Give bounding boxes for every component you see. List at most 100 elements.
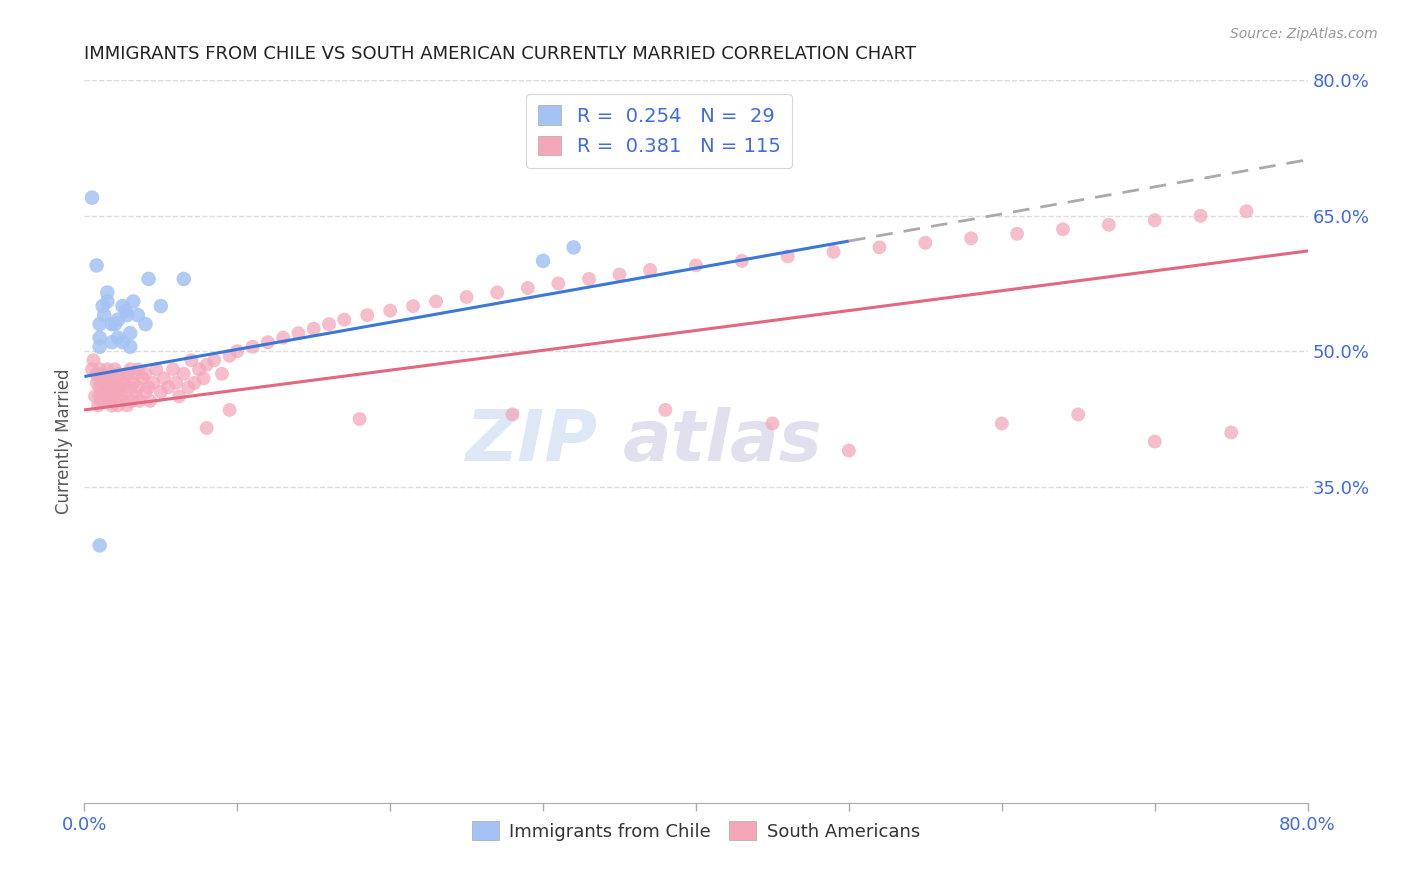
Point [91, 376, 114, 390]
Point [104, 380, 127, 394]
Point [120, 362, 142, 376]
Point [173, 367, 195, 381]
Point [211, 367, 233, 381]
Point [104, 317, 127, 331]
Point [91, 299, 114, 313]
Point [153, 371, 176, 385]
Point [107, 312, 129, 326]
Text: atlas: atlas [623, 407, 823, 476]
Point [105, 384, 128, 399]
Point [516, 281, 538, 295]
Point [1005, 227, 1028, 241]
Point [127, 380, 149, 394]
Point [1220, 425, 1243, 440]
Point [157, 380, 180, 394]
Point [115, 398, 138, 412]
Point [120, 340, 142, 354]
Point [380, 303, 402, 318]
Point [287, 326, 309, 340]
Point [84, 389, 107, 403]
Legend: Immigrants from Chile, South Americans: Immigrants from Chile, South Americans [464, 814, 928, 848]
Point [402, 299, 425, 313]
Point [107, 367, 129, 381]
Point [226, 344, 249, 359]
Point [1067, 408, 1090, 422]
Point [108, 380, 131, 394]
Point [112, 376, 135, 390]
Point [122, 376, 145, 390]
Point [456, 290, 478, 304]
Point [89, 331, 111, 345]
Point [149, 299, 172, 313]
Point [177, 380, 200, 394]
Point [114, 384, 136, 399]
Point [195, 358, 218, 372]
Point [128, 393, 150, 408]
Point [93, 380, 115, 394]
Point [120, 326, 142, 340]
Point [96, 371, 118, 385]
Point [98, 380, 121, 394]
Point [89, 340, 111, 354]
Point [115, 367, 138, 381]
Point [122, 294, 145, 309]
Point [131, 371, 153, 385]
Point [86, 376, 108, 390]
Point [654, 403, 676, 417]
Point [127, 362, 149, 376]
Point [1143, 434, 1166, 449]
Point [271, 331, 294, 345]
Point [93, 308, 115, 322]
Point [609, 268, 631, 282]
Point [101, 398, 124, 412]
Point [121, 393, 143, 408]
Text: Source: ZipAtlas.com: Source: ZipAtlas.com [1230, 27, 1378, 41]
Point [638, 263, 661, 277]
Point [107, 398, 129, 412]
Point [86, 367, 108, 381]
Point [183, 376, 205, 390]
Point [89, 538, 111, 552]
Point [302, 321, 325, 335]
Point [562, 240, 585, 254]
Point [502, 408, 524, 422]
Point [960, 231, 983, 245]
Point [80, 191, 103, 205]
Point [149, 384, 172, 399]
Point [91, 367, 114, 381]
Point [218, 349, 240, 363]
Y-axis label: Currently Married: Currently Married [55, 368, 73, 515]
Point [685, 259, 707, 273]
Point [165, 376, 187, 390]
Point [111, 371, 134, 385]
Point [180, 353, 202, 368]
Point [101, 389, 124, 403]
Point [96, 362, 118, 376]
Point [167, 389, 190, 403]
Point [218, 403, 240, 417]
Point [89, 389, 111, 403]
Point [486, 285, 509, 300]
Point [531, 254, 554, 268]
Point [547, 277, 569, 291]
Point [104, 389, 127, 403]
Point [1236, 204, 1258, 219]
Point [162, 362, 184, 376]
Point [124, 367, 146, 381]
Point [838, 443, 860, 458]
Point [127, 308, 149, 322]
Point [107, 331, 129, 345]
Point [823, 244, 845, 259]
Point [914, 235, 936, 250]
Point [142, 376, 165, 390]
Point [104, 362, 127, 376]
Point [173, 272, 195, 286]
Point [188, 362, 211, 376]
Point [356, 308, 378, 322]
Point [110, 389, 132, 403]
Point [1189, 209, 1212, 223]
Point [97, 376, 120, 390]
Point [111, 299, 134, 313]
Point [83, 353, 105, 368]
Point [193, 371, 215, 385]
